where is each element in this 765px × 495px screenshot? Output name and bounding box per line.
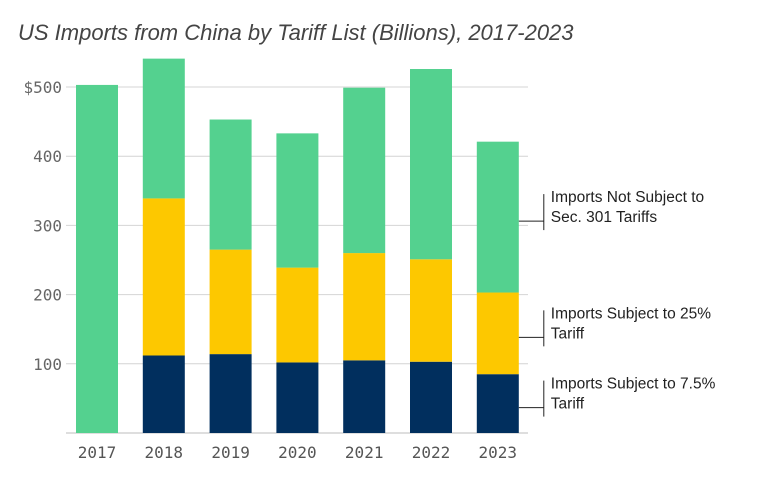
bar-segment [343,253,386,361]
bar-segment [209,119,252,250]
legend: Imports Subject to 7.5% Tariff Imports Sub… [518,189,716,417]
legend-label: Imports Subject to 25% [551,305,711,322]
bar-segment [410,259,452,362]
bar-segment [343,87,386,254]
bar-segment [76,84,118,433]
x-tick-label: 2017 [78,443,117,462]
x-tick-label: 2021 [345,443,384,462]
y-tick-label: 400 [33,147,62,166]
x-tick-label: 2020 [278,443,317,462]
bar-segment [142,198,185,356]
bar-segment [209,249,252,355]
legend-label: Tariff [551,396,585,413]
x-tick-label: 2019 [211,443,250,462]
x-axis-ticks: 2017 2018 2019 2020 2021 2022 2023 [78,443,517,462]
legend-label: Tariff [551,325,585,342]
bar-segment [410,69,452,260]
y-axis-ticks: 100 200 300 400 $500 [23,78,62,374]
bar-segment [276,267,319,363]
bar-segment [410,361,452,433]
bar-segment [209,354,252,433]
bars [76,58,519,433]
bar-segment [343,360,386,433]
x-tick-label: 2023 [479,443,518,462]
bar-segment [142,58,185,199]
x-tick-label: 2022 [412,443,451,462]
y-tick-label: 100 [33,355,62,374]
y-tick-label: 200 [33,286,62,305]
legend-label: Imports Not Subject to [551,189,704,206]
y-tick-label: $500 [23,78,62,97]
bar-segment [142,355,185,433]
x-tick-label: 2018 [145,443,184,462]
bar-segment [476,141,519,293]
legend-label: Sec. 301 Tariffs [551,209,658,226]
bar-segment [276,133,319,268]
bar-segment [276,362,319,433]
legend-label: Imports Subject to 7.5% [551,376,716,393]
bar-segment [476,292,519,375]
bar-segment [476,374,519,433]
y-tick-label: 300 [33,216,62,235]
chart-title: US Imports from China by Tariff List (Bi… [18,20,574,45]
